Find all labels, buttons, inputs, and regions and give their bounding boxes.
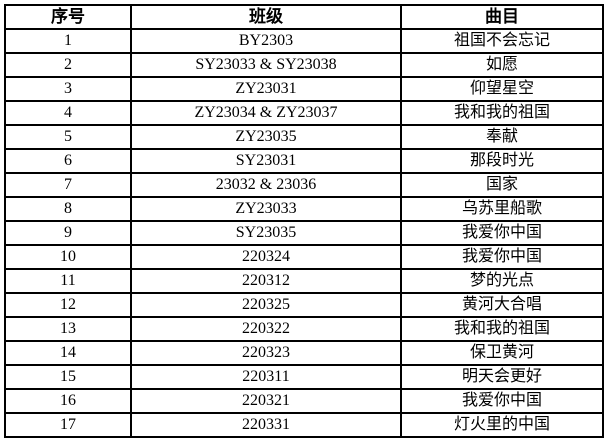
cell-song: 保卫黄河 [400,340,604,366]
cell-class: 220323 [130,340,402,366]
cell-song: 黄河大合唱 [400,292,604,318]
cell-serial-number: 5 [4,124,132,150]
table-row: 14 220323 保卫黄河 [4,340,604,366]
cell-serial-number: 14 [4,340,132,366]
cell-song: 那段时光 [400,148,604,174]
cell-song: 如愿 [400,52,604,78]
cell-class: SY23035 [130,220,402,246]
cell-song: 明天会更好 [400,364,604,390]
table-row: 15 220311 明天会更好 [4,364,604,390]
cell-serial-number: 8 [4,196,132,222]
cell-class: ZY23033 [130,196,402,222]
cell-class: 220321 [130,388,402,414]
cell-class: 220311 [130,364,402,390]
cell-serial-number: 9 [4,220,132,246]
cell-serial-number: 2 [4,52,132,78]
table-row: 5 ZY23035 奉献 [4,124,604,150]
cell-song: 我和我的祖国 [400,100,604,126]
cell-class: SY23033 & SY23038 [130,52,402,78]
cell-serial-number: 1 [4,28,132,54]
table-row: 10 220324 我爱你中国 [4,244,604,270]
table-row: 6 SY23031 那段时光 [4,148,604,174]
cell-song: 我爱你中国 [400,244,604,270]
performance-schedule-table: 序号 班级 曲目 1 BY2303 祖国不会忘记 2 SY23033 & SY23038 如愿… [4,4,604,438]
cell-serial-number: 17 [4,412,132,438]
cell-song: 祖国不会忘记 [400,28,604,54]
cell-song: 梦的光点 [400,268,604,294]
cell-class: 220322 [130,316,402,342]
table-row: 2 SY23033 & SY23038 如愿 [4,52,604,78]
cell-song: 奉献 [400,124,604,150]
table-row: 7 23032 & 23036 国家 [4,172,604,198]
cell-class: ZY23035 [130,124,402,150]
table-row: 16 220321 我爱你中国 [4,388,604,414]
cell-class: 220324 [130,244,402,270]
table-row: 11 220312 梦的光点 [4,268,604,294]
cell-song: 我爱你中国 [400,220,604,246]
column-header-serial: 序号 [4,4,132,30]
cell-serial-number: 7 [4,172,132,198]
cell-song: 我和我的祖国 [400,316,604,342]
cell-serial-number: 13 [4,316,132,342]
cell-serial-number: 3 [4,76,132,102]
cell-serial-number: 4 [4,100,132,126]
cell-serial-number: 15 [4,364,132,390]
table-row: 4 ZY23034 & ZY23037 我和我的祖国 [4,100,604,126]
column-header-class: 班级 [130,4,402,30]
table-row: 8 ZY23033 乌苏里船歌 [4,196,604,222]
cell-class: SY23031 [130,148,402,174]
column-header-song: 曲目 [400,4,604,30]
cell-class: 23032 & 23036 [130,172,402,198]
cell-class: 220331 [130,412,402,438]
cell-song: 我爱你中国 [400,388,604,414]
cell-song: 国家 [400,172,604,198]
table-row: 9 SY23035 我爱你中国 [4,220,604,246]
table-row: 12 220325 黄河大合唱 [4,292,604,318]
cell-serial-number: 6 [4,148,132,174]
cell-serial-number: 10 [4,244,132,270]
cell-class: 220312 [130,268,402,294]
cell-song: 仰望星空 [400,76,604,102]
cell-class: ZY23034 & ZY23037 [130,100,402,126]
cell-serial-number: 16 [4,388,132,414]
cell-song: 灯火里的中国 [400,412,604,438]
table-header-row: 序号 班级 曲目 [4,4,604,30]
table-row: 17 220331 灯火里的中国 [4,412,604,438]
cell-serial-number: 12 [4,292,132,318]
table-row: 1 BY2303 祖国不会忘记 [4,28,604,54]
table-row: 13 220322 我和我的祖国 [4,316,604,342]
cell-serial-number: 11 [4,268,132,294]
cell-class: ZY23031 [130,76,402,102]
cell-class: 220325 [130,292,402,318]
cell-song: 乌苏里船歌 [400,196,604,222]
table-row: 3 ZY23031 仰望星空 [4,76,604,102]
cell-class: BY2303 [130,28,402,54]
